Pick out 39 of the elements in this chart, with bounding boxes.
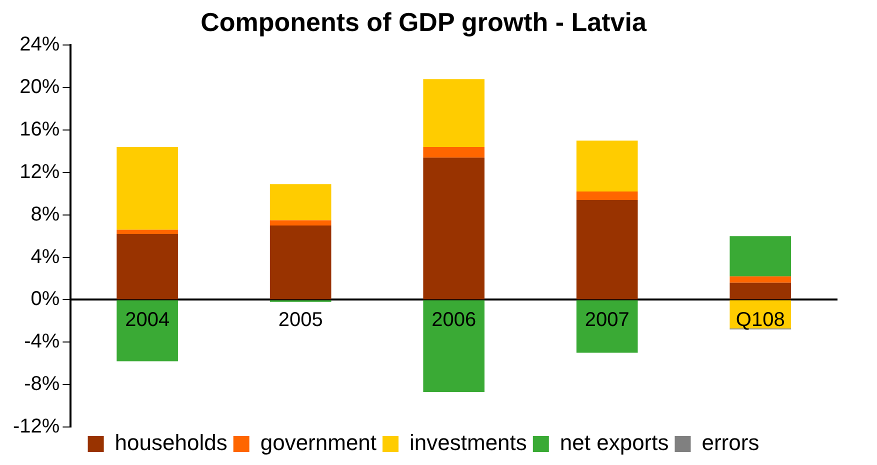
y-tick-label: 12% bbox=[20, 160, 60, 183]
legend-label: net exports bbox=[560, 430, 669, 456]
bar bbox=[116, 300, 178, 362]
bar bbox=[116, 234, 178, 300]
bar bbox=[116, 230, 178, 234]
bar bbox=[423, 147, 484, 158]
bar bbox=[270, 220, 332, 226]
bar bbox=[116, 147, 178, 230]
y-tick-label: 16% bbox=[20, 118, 60, 141]
y-tick-label: 0% bbox=[30, 288, 60, 310]
x-tick-label: Q108 bbox=[736, 309, 785, 332]
y-tick-label: 4% bbox=[30, 246, 60, 268]
y-tick-label: 24% bbox=[20, 34, 60, 56]
legend-label: government bbox=[260, 430, 377, 456]
y-tick-label: -8% bbox=[24, 373, 60, 396]
bar bbox=[576, 300, 638, 353]
chart-title: Components of GDP growth - Latvia bbox=[200, 6, 647, 37]
legend-label: investments bbox=[410, 430, 527, 456]
bar bbox=[423, 300, 484, 392]
y-tick-label: -12% bbox=[12, 416, 60, 438]
legend-label: households bbox=[114, 430, 228, 456]
bar bbox=[423, 79, 484, 148]
bar bbox=[270, 184, 332, 220]
bar bbox=[730, 236, 792, 276]
bar bbox=[730, 282, 792, 300]
legend-label: errors bbox=[702, 430, 760, 456]
x-tick-label: 2005 bbox=[278, 309, 323, 332]
y-tick-label: -4% bbox=[24, 330, 60, 353]
bar bbox=[270, 225, 332, 300]
y-tick-label: 20% bbox=[20, 76, 60, 98]
y-tick-label: 8% bbox=[30, 203, 60, 226]
bar bbox=[576, 192, 638, 200]
bar bbox=[730, 276, 792, 283]
bar bbox=[423, 158, 484, 300]
bar bbox=[576, 140, 638, 192]
x-tick-label: 2004 bbox=[125, 309, 170, 332]
x-tick-label: 2006 bbox=[432, 309, 476, 332]
bar bbox=[576, 200, 638, 300]
x-tick-label: 2007 bbox=[584, 309, 630, 332]
